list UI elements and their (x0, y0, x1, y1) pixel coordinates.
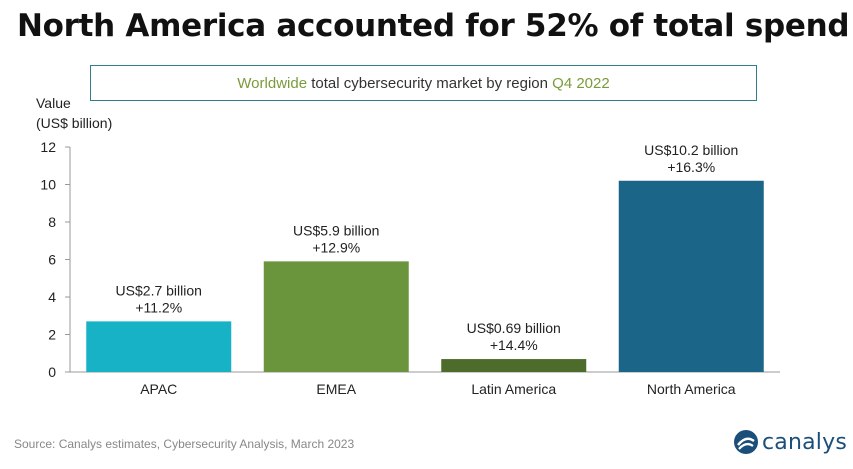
subtitle-main: total cybersecurity market by region (307, 74, 553, 92)
y-tick-label: 10 (40, 177, 56, 193)
bar-value-label: US$0.69 billion (467, 320, 561, 336)
source-note: Source: Canalys estimates, Cybersecurity… (14, 437, 355, 451)
bar-value-label: US$10.2 billion (644, 142, 738, 158)
y-tick-label: 4 (48, 289, 56, 305)
subtitle-period: Q4 2022 (552, 74, 610, 92)
headline: North America accounted for 52% of total… (17, 8, 850, 44)
bar-growth-label: +14.4% (490, 337, 538, 353)
canalys-logo-text: canalys (762, 429, 847, 455)
subtitle-region: Worldwide (237, 74, 308, 92)
bar (86, 321, 232, 372)
x-tick-label: EMEA (316, 381, 356, 397)
bar (441, 359, 587, 372)
x-tick-label: APAC (140, 381, 177, 397)
canalys-logo: canalys (733, 429, 847, 455)
y-axis-title-line1: Value (36, 95, 71, 111)
y-tick-label: 2 (48, 327, 56, 343)
bar-growth-label: +16.3% (667, 159, 715, 175)
y-tick-label: 12 (40, 139, 56, 155)
y-tick-label: 0 (48, 364, 56, 380)
bar-value-label: US$2.7 billion (116, 282, 202, 298)
bar-value-label: US$5.9 billion (293, 222, 379, 238)
y-axis-title-line2: (US$ billion) (36, 115, 112, 131)
y-tick-label: 6 (48, 252, 56, 268)
x-tick-label: Latin America (471, 381, 556, 397)
chart-subtitle-box: Worldwide total cybersecurity market by … (90, 65, 757, 101)
canalys-logo-icon (734, 430, 758, 454)
x-tick-label: North America (647, 381, 736, 397)
bar-growth-label: +12.9% (312, 239, 360, 255)
bar (618, 180, 764, 372)
bar-growth-label: +11.2% (135, 299, 182, 315)
y-tick-label: 8 (48, 214, 56, 230)
bar (263, 261, 409, 372)
